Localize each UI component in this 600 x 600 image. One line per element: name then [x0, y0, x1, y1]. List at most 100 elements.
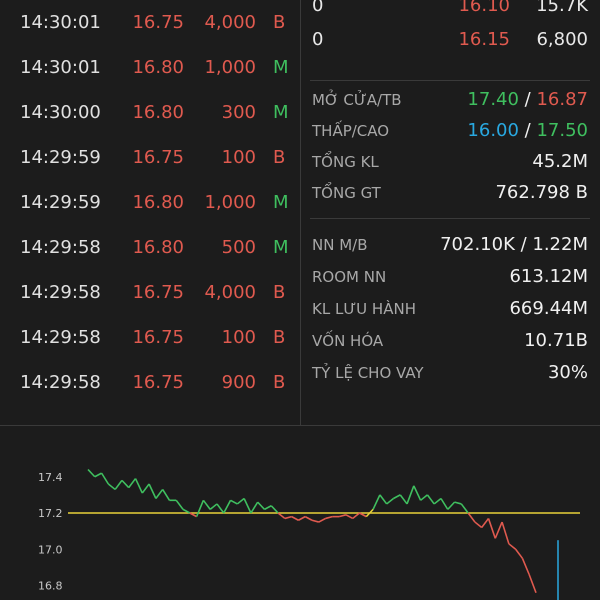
- stat-value: 45.2M: [532, 151, 588, 172]
- trade-log: 14:30:01 16.75 4,000 B 14:30:01 16.80 1,000 M 14…: [0, 0, 300, 425]
- price-line-segment: [298, 515, 306, 521]
- price-line-segment: [121, 479, 130, 489]
- stat-label: TỔNG KL: [312, 153, 379, 171]
- stat-low-high: THẤP/CAO 16.00 / 17.50: [300, 116, 600, 146]
- price-line-segment: [223, 499, 232, 514]
- trade-volume: 1,000: [204, 192, 256, 213]
- price-line-segment: [94, 472, 102, 478]
- trade-volume: 4,000: [204, 12, 256, 33]
- trade-volume: 900: [221, 372, 256, 393]
- price-line-segment: [209, 503, 218, 510]
- trade-price: 16.80: [132, 192, 184, 213]
- price-line-segment: [481, 517, 490, 528]
- price-line-segment: [216, 503, 225, 514]
- price-line-segment: [460, 503, 469, 514]
- price-line-segment: [467, 512, 476, 523]
- price-line-segment: [433, 497, 442, 505]
- value-separator: /: [518, 120, 537, 141]
- price-line-segment: [345, 514, 354, 520]
- price-line-segment: [386, 497, 394, 505]
- price-line-segment: [100, 472, 110, 485]
- price-line-segment: [379, 494, 388, 505]
- order-book-row: 0 16.10 15.7K: [300, 0, 600, 21]
- price-line-segment: [161, 489, 171, 501]
- stat-label: TỔNG GT: [312, 184, 381, 202]
- book-volume: 15.7K: [536, 0, 588, 16]
- trade-time: 14:30:01: [20, 12, 101, 33]
- price-line-segment: [311, 519, 319, 523]
- high-price: 17.50: [536, 120, 588, 141]
- price-line-segment: [487, 518, 497, 539]
- price-line-segment: [189, 512, 197, 518]
- stat-foreign-buy-sell: NN M/B 702.10K / 1.22M: [300, 230, 600, 260]
- price-line-segment: [447, 501, 456, 510]
- trade-row: 14:29:58 16.75 4,000 B: [0, 278, 300, 308]
- stat-outstanding-shares: KL LƯU HÀNH 669.44M: [300, 294, 600, 324]
- trade-price: 16.80: [132, 102, 184, 123]
- trade-volume: 4,000: [204, 282, 256, 303]
- stat-margin-ratio: TỶ LỆ CHO VAY 30%: [300, 358, 600, 388]
- trade-side: M: [273, 102, 289, 123]
- trade-volume: 100: [221, 147, 256, 168]
- price-line-segment: [182, 508, 191, 514]
- open-price: 17.40: [467, 89, 519, 110]
- trade-side: B: [273, 282, 286, 303]
- price-line-segment: [508, 543, 517, 550]
- trade-price: 16.75: [132, 372, 184, 393]
- price-line-segment: [365, 508, 374, 518]
- stat-total-volume: TỔNG KL 45.2M: [300, 147, 600, 177]
- price-line-segment: [264, 505, 272, 511]
- price-line-segment: [413, 485, 422, 501]
- trade-row: 14:29:58 16.75 100 B: [0, 323, 300, 353]
- price-line-segment: [257, 501, 266, 510]
- price-line-segment: [284, 515, 292, 520]
- price-line-segment: [148, 483, 157, 499]
- stat-value: 10.71B: [524, 330, 588, 351]
- trade-volume: 100: [221, 327, 256, 348]
- stat-value: 669.44M: [509, 298, 588, 319]
- trade-volume: 1,000: [204, 57, 256, 78]
- price-line-segment: [128, 478, 137, 489]
- price-line-segment: [270, 505, 279, 514]
- price-line-segment: [426, 494, 435, 505]
- trade-side: B: [273, 327, 286, 348]
- order-book-row: 0 16.15 6,800: [300, 25, 600, 55]
- stat-value: 30%: [547, 362, 588, 383]
- price-line-segment: [474, 521, 483, 529]
- price-line-segment: [338, 514, 347, 518]
- price-line-segment: [202, 499, 211, 510]
- trade-time: 14:30:00: [20, 102, 101, 123]
- stat-value: 702.10K / 1.22M: [440, 234, 588, 255]
- book-left-qty: 0: [312, 29, 324, 50]
- section-separator: [310, 218, 590, 219]
- section-separator: [310, 80, 590, 81]
- price-line-segment: [236, 497, 245, 505]
- price-line-segment: [521, 558, 530, 575]
- price-line-segment: [291, 515, 299, 521]
- y-tick-label: 17.0: [38, 543, 63, 556]
- trade-side: M: [273, 237, 289, 258]
- stat-market-cap: VỐN HÓA 10.71B: [300, 326, 600, 356]
- stat-label: NN M/B: [312, 236, 368, 254]
- trade-row: 14:29:58 16.80 500 M: [0, 233, 300, 263]
- order-book: 0 16.10 15.7K 0 16.15 6,800: [300, 0, 600, 60]
- price-line-segment: [372, 494, 381, 510]
- price-line-segment: [325, 515, 333, 520]
- trade-volume: 300: [221, 102, 256, 123]
- trade-price: 16.80: [132, 57, 184, 78]
- price-line-segment: [175, 499, 184, 510]
- stat-label: ROOM NN: [312, 268, 387, 286]
- vertical-divider: [300, 0, 301, 425]
- trade-row: 14:30:01 16.75 4,000 B: [0, 8, 300, 38]
- trade-side: B: [273, 372, 286, 393]
- trade-row: 14:29:59 16.80 1,000 M: [0, 188, 300, 218]
- trade-time: 14:30:01: [20, 57, 101, 78]
- trade-price: 16.75: [132, 282, 184, 303]
- value-separator: /: [518, 89, 537, 110]
- stat-label: MỞ CỬA/TB: [312, 91, 402, 109]
- trade-row: 14:30:01 16.80 1,000 M: [0, 53, 300, 83]
- intraday-price-chart[interactable]: 17.4 17.2 17.0 16.8: [0, 455, 600, 600]
- horizontal-divider: [0, 425, 600, 426]
- price-line-segment: [399, 494, 408, 505]
- price-line-segment: [406, 485, 415, 505]
